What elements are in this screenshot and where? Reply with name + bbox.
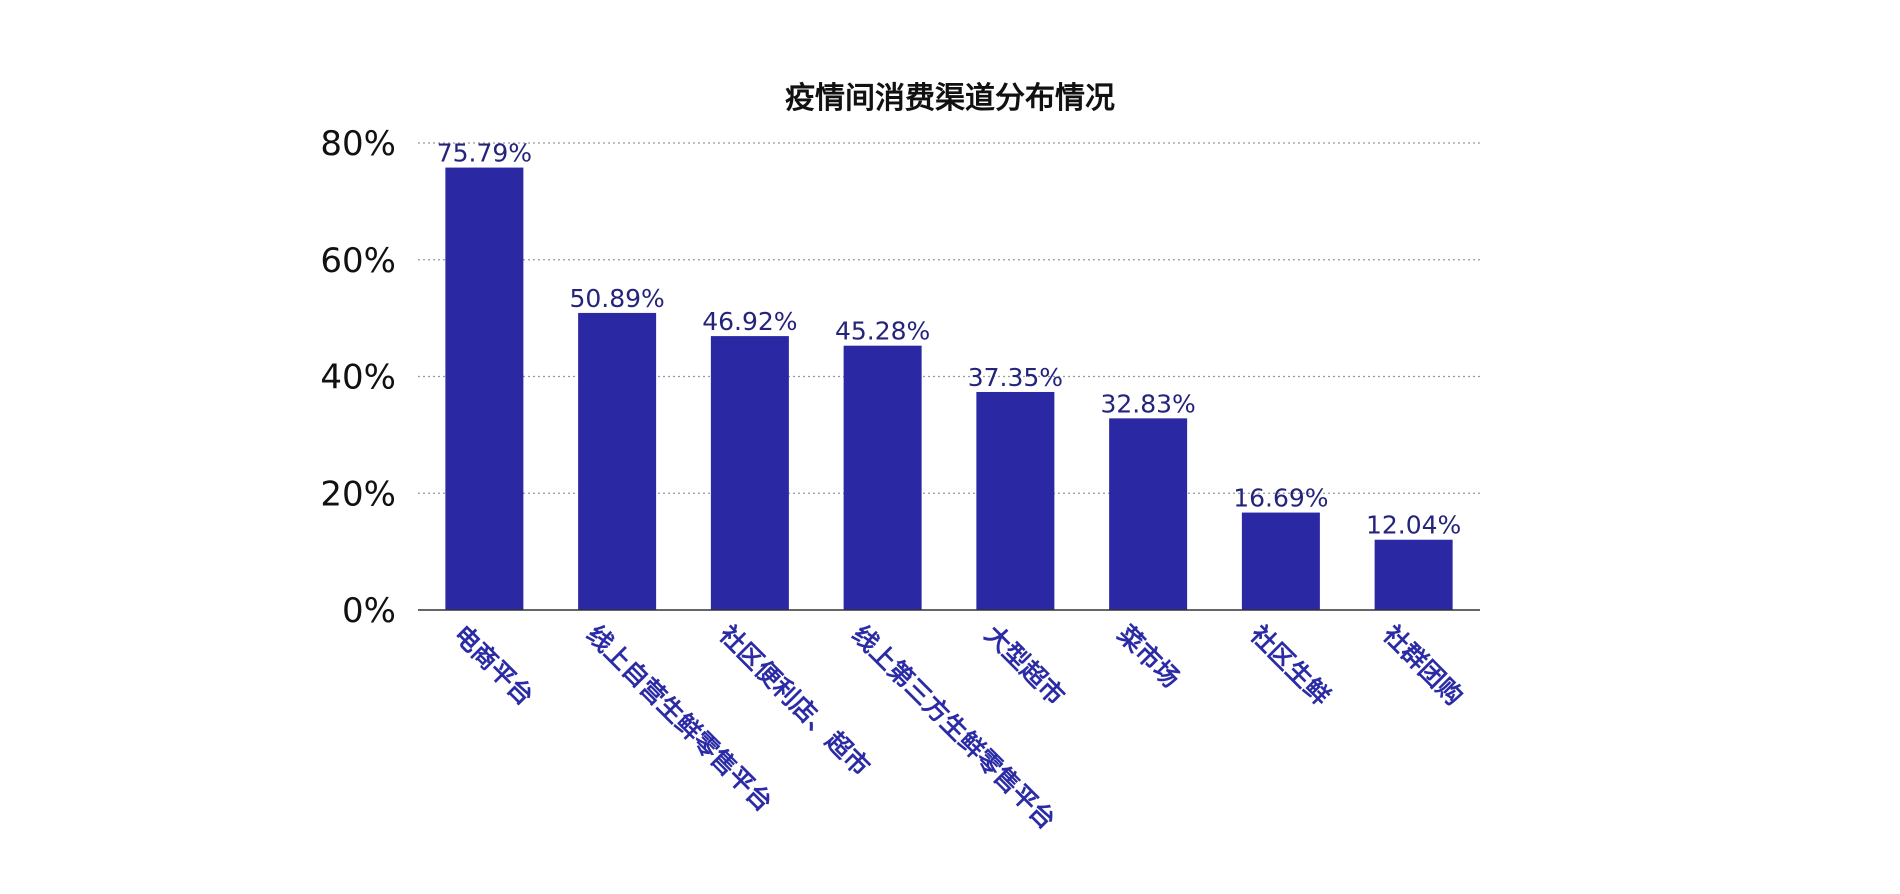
x-tick-label: 菜市场	[1111, 619, 1185, 693]
data-label: 16.69%	[1233, 484, 1328, 513]
x-tick-label: 大型超市	[979, 620, 1070, 711]
bar	[1109, 418, 1188, 610]
bar	[843, 345, 922, 610]
x-tick-label: 社群团购	[1377, 620, 1468, 711]
y-tick-label: 0%	[342, 591, 396, 631]
bar	[1374, 539, 1453, 610]
y-tick-label: 20%	[320, 474, 396, 514]
data-label: 50.89%	[569, 284, 664, 313]
y-tick-label: 40%	[320, 358, 396, 398]
data-labels: 75.79% 50.89% 46.92% 45.28% 37.35% 32.83% 16.6…	[437, 139, 1462, 540]
y-tick-label: 60%	[320, 241, 396, 281]
data-label: 45.28%	[835, 317, 930, 346]
chart-title: 疫情间消费渠道分布情况	[785, 81, 1115, 116]
data-label: 75.79%	[437, 139, 532, 168]
bar	[1241, 512, 1320, 610]
grid-lines	[418, 142, 1480, 494]
y-tick-label: 80%	[320, 124, 396, 164]
data-label: 46.92%	[702, 307, 797, 336]
bar	[445, 167, 524, 611]
x-tick-label: 电商平台	[448, 620, 539, 711]
data-label: 12.04%	[1366, 511, 1461, 540]
bars	[445, 167, 1453, 611]
bar	[578, 312, 657, 610]
bar	[710, 336, 789, 610]
y-axis-ticks: 0% 20% 40% 60% 80%	[320, 124, 396, 631]
bar	[976, 391, 1055, 610]
data-label: 37.35%	[968, 363, 1063, 392]
x-tick-label: 社区生鲜	[1245, 620, 1336, 711]
data-label: 32.83%	[1100, 389, 1195, 418]
